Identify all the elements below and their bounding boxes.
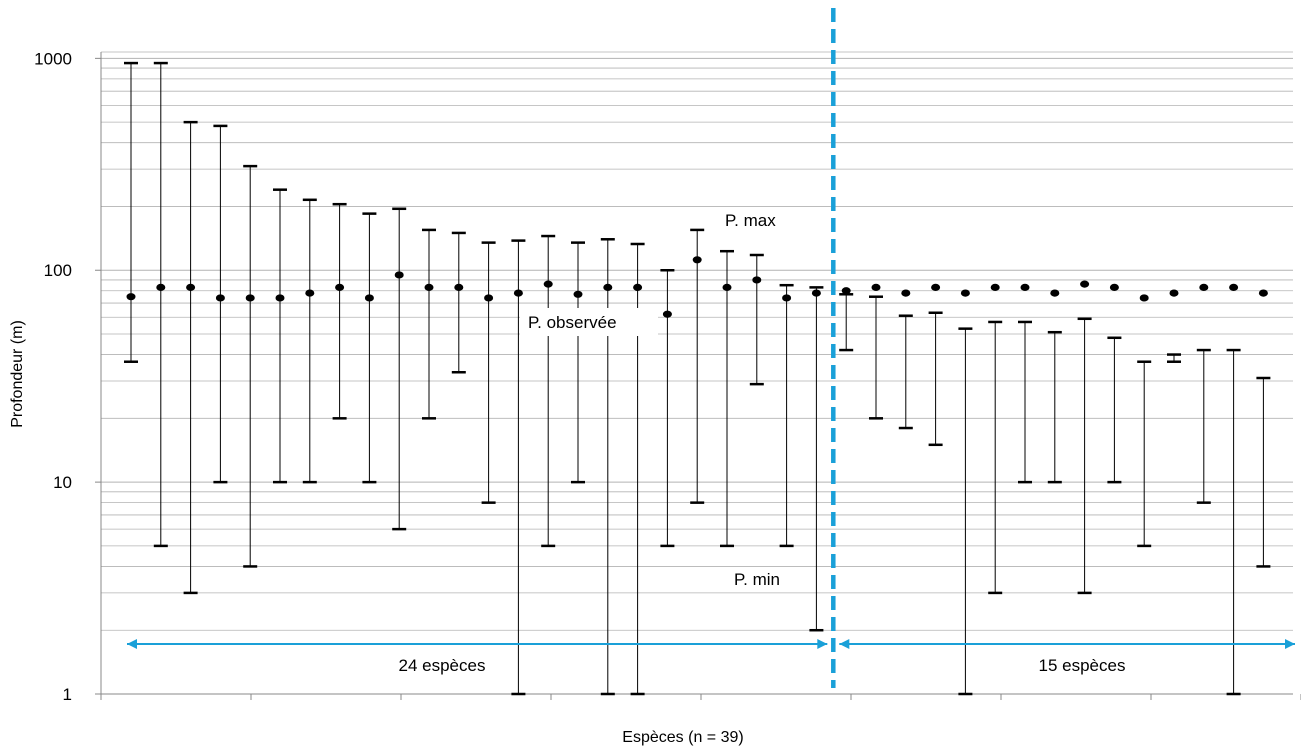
observed-point <box>1170 290 1179 297</box>
arrow-head-left <box>839 639 849 649</box>
observed-point <box>216 294 225 301</box>
species-range <box>184 122 198 593</box>
observed-point <box>1199 284 1208 291</box>
species-range <box>1137 294 1151 546</box>
species-range <box>571 243 585 482</box>
species-range <box>422 230 436 418</box>
species-range <box>750 255 764 384</box>
species-series <box>124 63 1270 694</box>
species-range <box>482 243 496 503</box>
observed-point <box>991 284 1000 291</box>
observed-point <box>186 284 195 291</box>
species-range <box>869 284 883 419</box>
observed-point <box>603 284 612 291</box>
y-tick-label: 1000 <box>34 49 72 68</box>
group-right-arrow <box>839 639 1295 649</box>
species-range <box>1197 284 1211 503</box>
observed-label: P. observée <box>528 313 617 332</box>
species-range <box>303 200 317 482</box>
species-range <box>1048 290 1062 483</box>
observed-point <box>961 290 970 297</box>
observed-point <box>812 290 821 297</box>
species-range <box>601 239 615 694</box>
species-range <box>213 126 227 482</box>
species-range <box>899 290 913 429</box>
species-range <box>780 285 794 546</box>
observed-point <box>693 256 702 263</box>
arrow-head-right <box>1285 639 1295 649</box>
species-range <box>452 233 466 372</box>
observed-point <box>574 291 583 298</box>
y-tick-label: 100 <box>44 261 72 280</box>
species-range <box>392 209 406 529</box>
x-axis-title: Espèces (n = 39) <box>622 729 743 746</box>
observed-point <box>663 311 672 318</box>
y-axis-title: Profondeur (m) <box>9 320 26 428</box>
observed-point <box>1080 281 1089 288</box>
observed-point <box>782 294 791 301</box>
overlay <box>127 8 1295 688</box>
observed-point <box>901 290 910 297</box>
observed-point <box>127 293 136 300</box>
group-left-label: 24 espèces <box>399 656 486 675</box>
observed-point <box>633 284 642 291</box>
observed-point <box>454 284 463 291</box>
observed-point <box>723 284 732 291</box>
observed-point <box>276 294 285 301</box>
observed-point <box>395 271 404 278</box>
species-range <box>660 270 674 546</box>
observed-point <box>365 294 374 301</box>
species-range <box>1256 290 1270 567</box>
species-range <box>690 230 704 503</box>
group-left-arrow <box>127 639 827 649</box>
y-tick-label: 1 <box>63 685 72 704</box>
observed-point <box>156 284 165 291</box>
observed-point <box>931 284 940 291</box>
species-range <box>1107 284 1121 482</box>
y-tick-labels: 1 10 100 1000 <box>34 49 72 704</box>
observed-point <box>1259 290 1268 297</box>
observed-point <box>544 281 553 288</box>
observed-point <box>246 294 255 301</box>
species-range <box>243 166 257 566</box>
species-range <box>988 284 1002 593</box>
species-range <box>1227 284 1241 694</box>
observed-point <box>425 284 434 291</box>
species-range <box>1018 284 1032 482</box>
group-right-label: 15 espèces <box>1039 656 1126 675</box>
species-range <box>273 190 287 482</box>
species-range <box>333 204 347 418</box>
min-label: P. min <box>734 570 780 589</box>
species-range <box>929 284 943 445</box>
observed-point <box>335 284 344 291</box>
species-range <box>154 63 168 546</box>
species-range <box>720 251 734 546</box>
observed-point <box>1140 294 1149 301</box>
axes <box>95 52 1301 700</box>
species-range <box>362 214 376 482</box>
max-label: P. max <box>725 211 776 230</box>
species-range <box>809 287 823 630</box>
observed-point <box>872 284 881 291</box>
species-range <box>839 287 853 350</box>
y-tick-label: 10 <box>53 473 72 492</box>
observed-point <box>752 276 761 283</box>
species-range <box>541 236 555 546</box>
observed-point <box>305 290 314 297</box>
observed-point <box>514 290 523 297</box>
observed-point <box>1021 284 1030 291</box>
observed-point <box>1229 284 1238 291</box>
arrow-head-right <box>817 639 827 649</box>
observed-point <box>842 287 851 294</box>
arrow-head-left <box>127 639 137 649</box>
observed-point <box>1110 284 1119 291</box>
observed-point <box>484 294 493 301</box>
observed-point <box>1050 290 1059 297</box>
species-range <box>1167 290 1181 362</box>
